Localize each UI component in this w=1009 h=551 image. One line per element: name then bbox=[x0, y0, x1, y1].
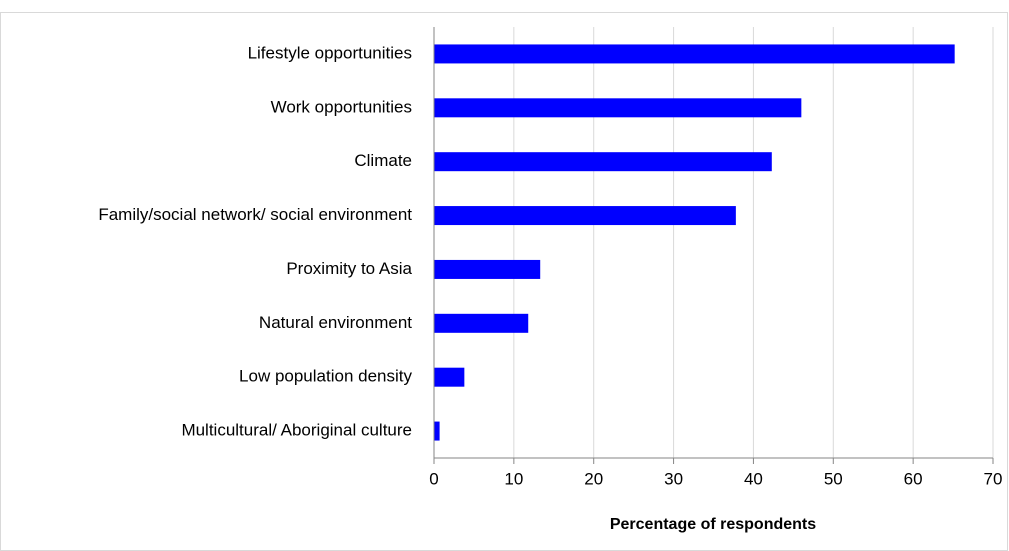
y-tick-label: Proximity to Asia bbox=[286, 259, 412, 278]
x-tick-label: 30 bbox=[664, 469, 683, 488]
y-tick-label: Family/social network/ social environmen… bbox=[98, 205, 412, 224]
x-tick-label: 0 bbox=[429, 469, 438, 488]
x-tick-label: 50 bbox=[824, 469, 843, 488]
x-tick-label: 20 bbox=[584, 469, 603, 488]
bar bbox=[434, 367, 465, 387]
x-tick-label: 10 bbox=[504, 469, 523, 488]
y-tick-label: Climate bbox=[354, 151, 412, 170]
x-axis-title: Percentage of respondents bbox=[610, 516, 816, 533]
y-tick-label: Low population density bbox=[239, 367, 412, 386]
y-tick-label: Lifestyle opportunities bbox=[248, 43, 412, 62]
y-tick-label: Work opportunities bbox=[271, 97, 412, 116]
bar bbox=[434, 152, 772, 172]
x-tick-label: 70 bbox=[984, 469, 1003, 488]
x-tick-label: 40 bbox=[744, 469, 763, 488]
bar bbox=[434, 98, 802, 118]
bar bbox=[434, 421, 440, 441]
bar bbox=[434, 44, 955, 64]
bar bbox=[434, 313, 529, 333]
y-tick-label: Multicultural/ Aboriginal culture bbox=[181, 421, 412, 440]
y-tick-label: Natural environment bbox=[259, 313, 412, 332]
bar bbox=[434, 259, 541, 279]
x-tick-label: 60 bbox=[904, 469, 923, 488]
bar bbox=[434, 206, 736, 226]
